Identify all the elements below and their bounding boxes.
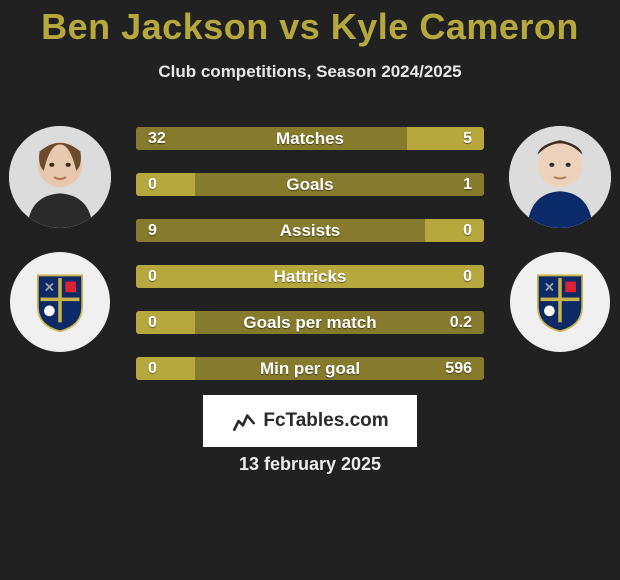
stat-bars: 32 5 Matches 0 1 Goals 9 0 Assists 0 0 H…: [136, 127, 484, 403]
stat-label: Hattricks: [136, 265, 484, 288]
player1-club-badge: [10, 252, 110, 352]
stat-label: Min per goal: [136, 357, 484, 380]
stat-row: 0 596 Min per goal: [136, 357, 484, 380]
player2-avatar: [509, 126, 611, 228]
brand-box: FcTables.com: [203, 395, 417, 447]
stat-label: Matches: [136, 127, 484, 150]
stat-row: 0 0 Hattricks: [136, 265, 484, 288]
player2-club-badge: [510, 252, 610, 352]
stat-row: 32 5 Matches: [136, 127, 484, 150]
player1-avatar: [9, 126, 111, 228]
stat-row: 9 0 Assists: [136, 219, 484, 242]
stat-label: Goals: [136, 173, 484, 196]
brand-text: FcTables.com: [263, 410, 388, 432]
stat-row: 0 0.2 Goals per match: [136, 311, 484, 334]
stat-label: Goals per match: [136, 311, 484, 334]
stat-row: 0 1 Goals: [136, 173, 484, 196]
stat-label: Assists: [136, 219, 484, 242]
date-text: 13 february 2025: [0, 454, 620, 475]
page-title: Ben Jackson vs Kyle Cameron: [0, 0, 620, 48]
brand-icon: [231, 408, 257, 434]
subtitle: Club competitions, Season 2024/2025: [0, 62, 620, 82]
